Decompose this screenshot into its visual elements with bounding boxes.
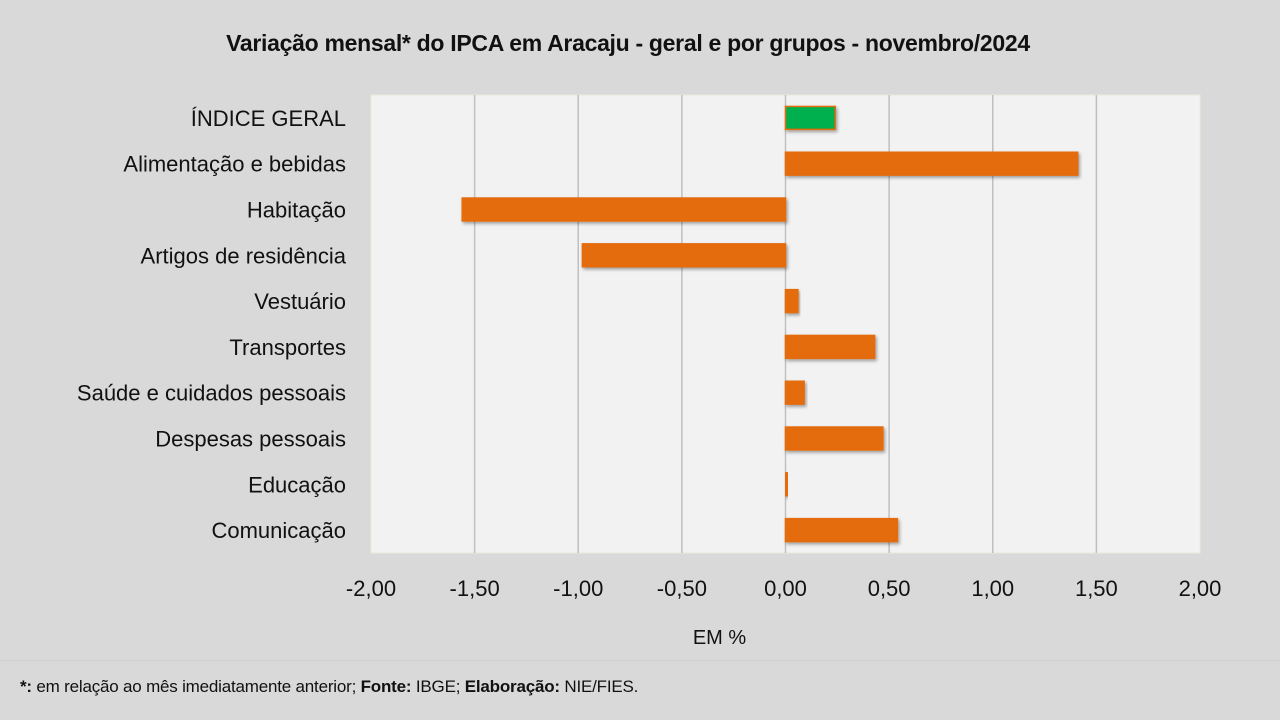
footnote-text: *: em relação ao mês imediatamente anter…	[20, 677, 638, 697]
x-tick-label: 2,00	[1179, 576, 1222, 601]
bar-2	[461, 197, 787, 222]
bar-0	[784, 105, 836, 131]
category-label: Alimentação e bebidas	[123, 152, 346, 177]
x-tick-label: 1,50	[1075, 576, 1118, 601]
bar-1	[784, 151, 1079, 176]
chart-title: Variação mensal* do IPCA em Aracaju - ge…	[226, 30, 1030, 56]
x-tick-label: -0,50	[657, 576, 707, 601]
category-label: Despesas pessoais	[155, 427, 346, 452]
bar-6	[784, 380, 805, 405]
category-label: Educação	[248, 472, 346, 497]
category-label: Comunicação	[211, 518, 346, 543]
x-tick-label: -1,00	[553, 576, 603, 601]
footnote: *: em relação ao mês imediatamente anter…	[0, 660, 1280, 720]
x-tick-label: 1,00	[971, 576, 1014, 601]
category-label: ÍNDICE GERAL	[191, 106, 346, 131]
bar-3	[581, 243, 787, 268]
footnote-source-label: Fonte:	[360, 677, 412, 696]
footnote-star-label: *:	[20, 677, 32, 696]
footnote-star-text: em relação ao mês imediatamente anterior…	[31, 677, 361, 696]
footnote-credit-label: Elaboração:	[464, 677, 560, 696]
x-tick-label: 0,00	[764, 576, 807, 601]
x-tick-label: -1,50	[450, 576, 500, 601]
footnote-source-text: IBGE;	[411, 677, 465, 696]
bar-5	[784, 334, 876, 360]
x-tick-label: 0,50	[868, 576, 911, 601]
bar-chart: ÍNDICE GERAL Alimentação e bebidas Habitaç…	[77, 94, 1222, 649]
bar-7	[784, 426, 884, 451]
category-label: Saúde e cuidados pessoais	[77, 381, 346, 406]
category-label: Transportes	[229, 335, 346, 360]
x-tick-label: -2,00	[346, 576, 396, 601]
bar-9	[784, 517, 899, 543]
x-axis-title: EM %	[693, 627, 747, 649]
footnote-credit-text: NIE/FIES.	[559, 677, 639, 696]
bar-8	[784, 472, 789, 497]
category-label: Habitação	[247, 198, 346, 223]
category-label: Artigos de residência	[141, 243, 347, 268]
bar-4	[784, 288, 799, 314]
category-label: Vestuário	[254, 289, 346, 314]
